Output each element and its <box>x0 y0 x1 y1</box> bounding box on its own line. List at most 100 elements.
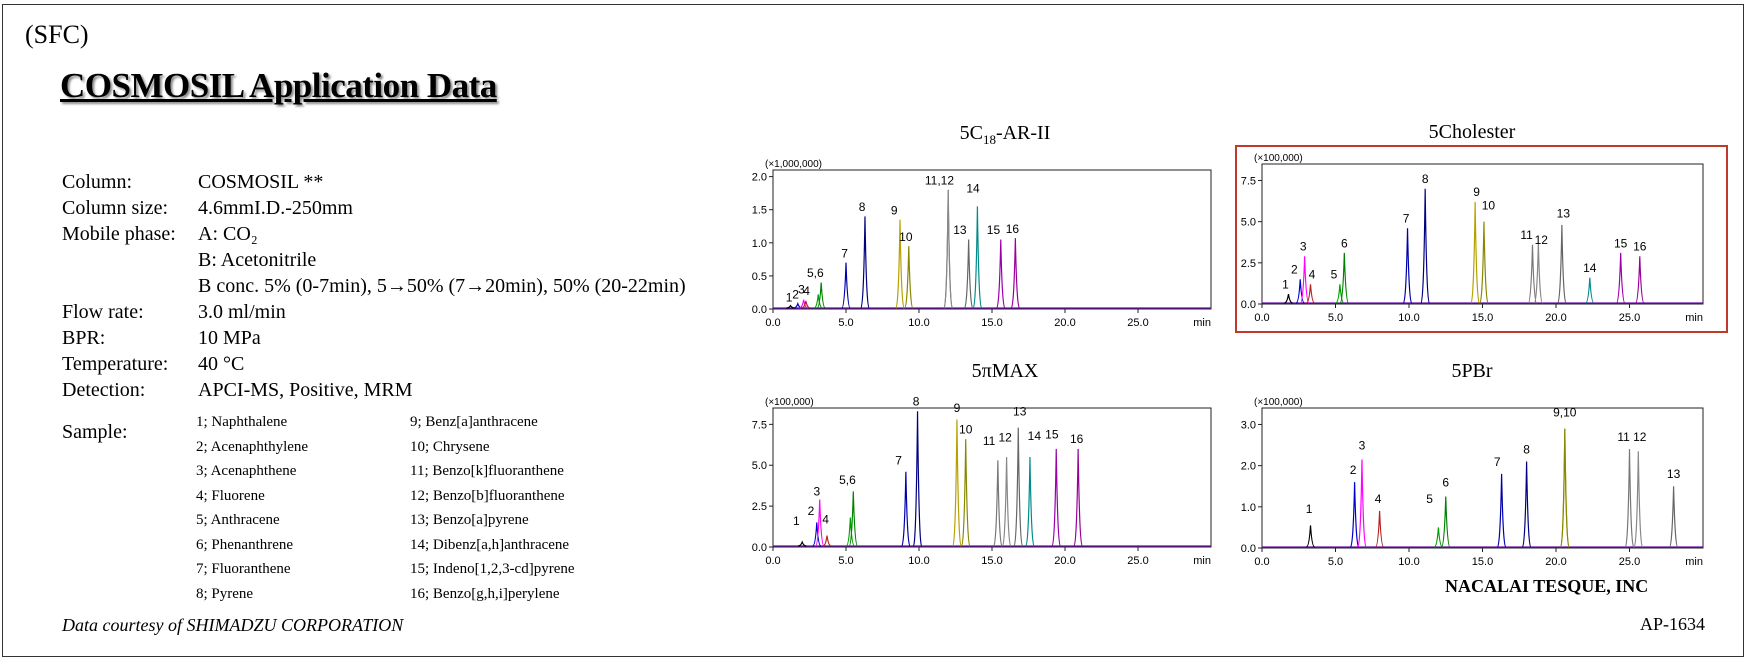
peak-4 <box>1306 284 1315 304</box>
x-tick-label: 15.0 <box>1472 312 1493 324</box>
panel-title-cholester: 5Cholester <box>1428 121 1516 143</box>
peak-annotation: 12 <box>1535 233 1549 247</box>
y-tick-label: 2.0 <box>1241 461 1256 473</box>
peak-annotation: 15 <box>1614 236 1628 250</box>
peak-1 <box>1306 525 1315 548</box>
chromatogram-panel: (×1,000,000) 0.0 0.5 1.0 1.5 2.0 0.0 5.0 10.0 15.… <box>752 159 1212 329</box>
y-tick-label: 0.0 <box>1241 299 1256 311</box>
sample-item: 3; Acenaphthene <box>196 463 297 479</box>
sample-item: 6; Phenanthrene <box>196 536 294 553</box>
peak-13 <box>1668 486 1679 548</box>
x-tick-label: 15.0 <box>981 555 1002 567</box>
peak-6 <box>1339 252 1350 304</box>
condition-value: B: Acetonitrile <box>198 249 317 271</box>
peak-annotation: 6 <box>1442 475 1449 489</box>
x-axis-label: min <box>1685 556 1703 568</box>
peak-annotation: 9 <box>1473 185 1480 199</box>
y-scale-label: (×100,000) <box>1254 397 1303 408</box>
condition-value: A: CO₂ <box>198 223 258 245</box>
peak-annotation: 13 <box>1557 207 1571 221</box>
condition-value: 3.0 ml/min <box>198 301 286 323</box>
peak-annotation: 5 <box>1331 268 1338 282</box>
sample-item: 12; Benzo[b]fluoranthene <box>410 487 565 504</box>
peak-annotation: 1 <box>1306 502 1313 516</box>
x-tick-label: 5.0 <box>838 555 853 567</box>
peak-5 <box>813 294 823 309</box>
peak-annotation: 9 <box>891 203 898 217</box>
peak-annotation: 8 <box>1523 442 1530 456</box>
peak-6 <box>816 282 826 309</box>
peak-1 <box>786 304 795 309</box>
peak-8 <box>860 216 870 309</box>
panel-title-c18: 5C18-AR-II <box>959 122 1051 147</box>
peak-8 <box>1420 188 1430 304</box>
peak-12 <box>1633 451 1644 548</box>
peak-annotation: 9,10 <box>1553 405 1577 419</box>
peak-12 <box>943 189 953 309</box>
chromatogram-panel: (×100,000) 0.0 2.5 5.0 7.5 0.0 5.0 10.0 15.0 20.0… <box>752 395 1212 567</box>
peak-annotation: 7 <box>895 454 902 468</box>
condition-label: Detection: <box>62 379 146 401</box>
peak-2 <box>812 522 822 547</box>
chromatogram-panel: (×100,000) 0.0 1.0 2.0 3.0 0.0 5.0 10.0 15.0 20.0… <box>1241 397 1704 568</box>
peak-7 <box>901 471 911 547</box>
peak-annotation: 1 <box>793 514 800 528</box>
peak-5 <box>1335 284 1345 304</box>
peak-annotation: 5,6 <box>839 473 856 487</box>
peak-7 <box>1496 473 1507 548</box>
peak-annotation: 13 <box>953 223 967 237</box>
peak-annotation: 14 <box>1583 261 1597 275</box>
x-tick-label: 0.0 <box>765 555 780 567</box>
condition-value: 40 °C <box>198 353 245 375</box>
sample-item: 14; Dibenz[a,h]anthracene <box>410 536 570 553</box>
x-tick-label: 20.0 <box>1545 312 1566 324</box>
peak-10 <box>1560 428 1570 548</box>
sample-item: 15; Indeno[1,2,3-cd]pyrene <box>410 561 575 577</box>
peak-8 <box>912 411 923 547</box>
y-tick-label: 1.5 <box>752 205 767 217</box>
peak-1 <box>798 540 807 547</box>
condition-label: Temperature: <box>62 353 169 375</box>
sample-item: 16; Benzo[g,h,i]perylene <box>410 585 560 602</box>
x-tick-label: 10.0 <box>1398 312 1419 324</box>
chromatogram-panel: (×100,000) 0.0 2.5 5.0 7.5 0.0 5.0 10.0 15.0 20.0… <box>1241 153 1704 324</box>
sample-item: 4; Fluorene <box>196 487 265 504</box>
peak-annotation: 7 <box>1494 455 1501 469</box>
peak-annotation: 7 <box>1403 212 1410 226</box>
peak-13 <box>1557 224 1567 304</box>
x-tick-label: 15.0 <box>981 317 1002 329</box>
peak-9 <box>952 419 962 547</box>
peak-3 <box>1299 256 1310 304</box>
peak-annotation: 15 <box>987 223 1001 237</box>
peak-13 <box>963 239 974 309</box>
peak-annotation: 2 <box>808 504 815 518</box>
peak-6 <box>1441 496 1451 548</box>
peak-annotation: 8 <box>913 395 920 409</box>
x-axis-label: min <box>1193 555 1211 567</box>
sample-item: 8; Pyrene <box>196 585 254 602</box>
peak-2 <box>1349 482 1360 548</box>
peak-14 <box>972 206 983 309</box>
x-tick-label: 0.0 <box>1254 312 1269 324</box>
x-axis-label: min <box>1685 312 1703 324</box>
y-tick-label: 2.5 <box>1241 258 1256 270</box>
x-tick-label: 5.0 <box>1328 312 1343 324</box>
y-tick-label: 0.5 <box>752 271 767 283</box>
peak-1 <box>1284 294 1293 304</box>
condition-value: B conc. 5% (0-7min), 5→50% (7→20min), 50… <box>198 275 686 297</box>
page-title: COSMOSIL Application Data <box>60 66 497 105</box>
peak-annotation: 10 <box>959 422 973 436</box>
peak-9 <box>1470 201 1480 304</box>
peak-4 <box>801 300 811 309</box>
condition-value: 10 MPa <box>198 327 261 349</box>
peak-annotation: 5 <box>1426 492 1433 506</box>
x-tick-label: 5.0 <box>1328 556 1343 568</box>
condition-label: Column size: <box>62 197 169 219</box>
y-tick-label: 2.5 <box>752 501 767 513</box>
peak-11 <box>993 460 1003 547</box>
x-tick-label: 20.0 <box>1054 317 1075 329</box>
panel-title-pbr: 5PBr <box>1451 360 1493 382</box>
peak-annotation: 8 <box>1422 172 1429 186</box>
sample-item: 11; Benzo[k]fluoranthene <box>410 463 564 479</box>
y-scale-label: (×100,000) <box>1254 153 1303 164</box>
